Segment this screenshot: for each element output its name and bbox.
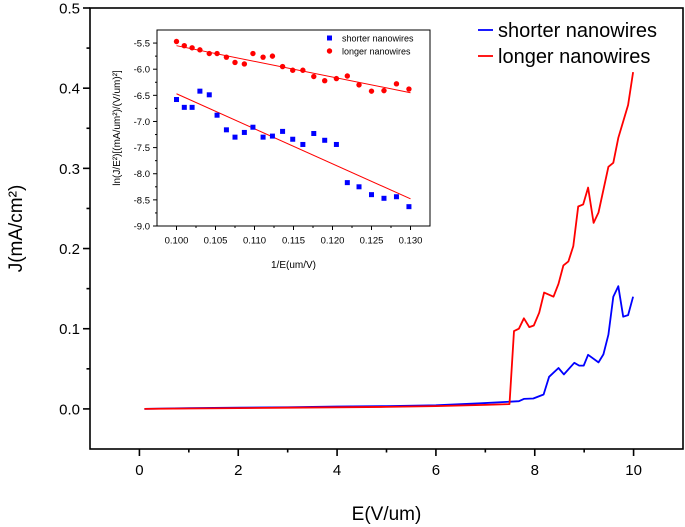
x-tick-label: 2: [234, 462, 242, 479]
inset-data-point-square: [206, 92, 212, 98]
y-tick-label: 0.2: [59, 241, 80, 258]
inset-data-point-circle: [279, 63, 286, 70]
inset-data-point-circle: [269, 53, 276, 59]
inset-data-point-circle: [197, 47, 203, 53]
inset-plot-frame: [156, 29, 431, 227]
x-tick-label: 4: [333, 462, 341, 479]
x-tick-label: 0: [135, 462, 143, 479]
inset-data-point-square: [214, 112, 220, 118]
inset-y-tick-label: -8.0: [134, 169, 150, 180]
inset-data-point-square: [369, 192, 374, 198]
y-axis-label: J(mA/cm²): [6, 185, 27, 273]
legend-label: longer nanowires: [498, 46, 650, 68]
inset-data-point-square: [311, 130, 317, 136]
inset-data-point-circle: [333, 75, 340, 82]
inset-legend-marker: [327, 35, 332, 41]
inset-data-point-square: [232, 134, 238, 140]
inset-x-tick-label: 0.120: [321, 236, 345, 247]
y-tick-label: 0.5: [59, 0, 80, 17]
inset-data-point-square: [406, 204, 412, 210]
inset-legend-marker: [326, 48, 333, 54]
inset-x-tick-label: 0.130: [399, 236, 423, 247]
inset-legend-label: shorter nanowires: [342, 34, 414, 44]
inset-data-point-square: [280, 128, 286, 134]
inset-data-point-square: [269, 133, 275, 139]
inset-data-point-circle: [393, 81, 400, 87]
inset-data-point-circle: [181, 42, 187, 49]
inset-data-point-square: [250, 124, 256, 130]
inset-data-point-square: [174, 97, 179, 103]
inset-x-tick-label: 0.115: [282, 236, 305, 247]
inset-data-point-square: [393, 194, 399, 200]
inset-y-axis-label: ln(J/E²)[(mA/um²)/(V/um)²]: [112, 70, 123, 186]
inset-y-tick-label: -8.5: [134, 195, 150, 206]
inset-x-tick-label: 0.105: [204, 236, 228, 247]
x-axis-label: E(V/um): [352, 504, 422, 525]
inset-data-point-square: [181, 104, 187, 110]
inset-data-point-square: [189, 104, 195, 110]
inset-y-tick-label: -9.0: [134, 221, 150, 232]
y-tick-label: 0.0: [59, 401, 80, 418]
inset-data-point-circle: [206, 50, 212, 57]
inset-data-point-circle: [260, 54, 266, 60]
inset-data-point-square: [197, 88, 203, 94]
x-tick-label: 8: [531, 462, 539, 479]
inset-data-point-circle: [300, 67, 306, 73]
inset-data-point-square: [241, 129, 247, 135]
inset-data-point-square: [290, 136, 296, 142]
inset-y-tick-label: -7.5: [134, 143, 150, 154]
inset-data-point-circle: [232, 59, 238, 66]
inset-data-point-square: [356, 184, 362, 190]
series-line-shorter-nanowires: [144, 285, 634, 410]
inset-data-point-circle: [368, 88, 375, 94]
inset-data-point-square: [322, 137, 328, 143]
inset-data-point-square: [223, 127, 229, 133]
inset-data-point-circle: [290, 67, 296, 73]
inset-data-point-circle: [241, 61, 248, 67]
inset-x-axis-label: 1/E(um/V): [271, 260, 316, 271]
inset-data-point-circle: [406, 86, 412, 92]
legend-label: shorter nanowires: [498, 20, 657, 42]
inset-legend-label: longer nanowires: [342, 47, 411, 57]
inset-data-point-square: [333, 141, 339, 147]
series-line-longer-nanowires: [144, 71, 634, 410]
inset-data-point-square: [381, 195, 387, 201]
inset-data-point-circle: [173, 38, 180, 45]
inset-data-point-square: [260, 134, 266, 140]
inset-x-tick-label: 0.110: [243, 236, 266, 247]
inset-y-tick-label: -6.0: [134, 65, 150, 76]
inset-y-tick-label: -6.5: [134, 91, 150, 102]
inset-data-point-circle: [322, 77, 328, 84]
inset-data-point-circle: [250, 50, 256, 57]
inset-data-point-circle: [381, 87, 387, 94]
inset-x-tick-label: 0.100: [165, 236, 189, 247]
inset-y-tick-label: -7.0: [134, 117, 150, 128]
inset-fit-line: [176, 93, 411, 200]
inset-data-point-circle: [223, 54, 230, 60]
inset-x-tick-label: 0.125: [360, 236, 384, 247]
inset-data-point-circle: [189, 45, 195, 51]
y-tick-label: 0.1: [59, 321, 80, 338]
x-tick-label: 6: [432, 462, 440, 479]
inset-y-tick-label: -5.5: [134, 38, 150, 49]
inset-data-point-circle: [311, 73, 317, 80]
y-tick-label: 0.4: [59, 81, 80, 98]
inset-data-point-circle: [356, 82, 362, 88]
plot-frame: [89, 7, 684, 450]
inset-data-point-circle: [344, 73, 351, 79]
y-tick-label: 0.3: [59, 161, 80, 178]
inset-data-point-square: [300, 141, 306, 147]
inset-data-point-circle: [214, 50, 220, 57]
x-tick-label: 10: [625, 462, 642, 479]
inset-data-point-square: [344, 180, 350, 186]
